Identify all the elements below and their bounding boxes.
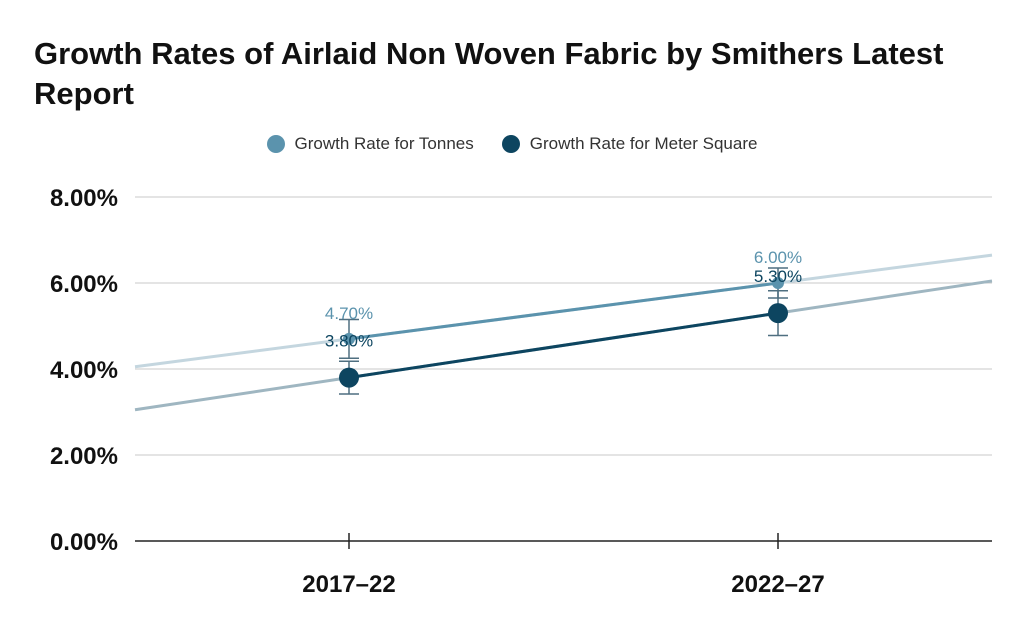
legend: Growth Rate for Tonnes Growth Rate for M… xyxy=(0,134,1024,154)
chart-title: Growth Rates of Airlaid Non Woven Fabric… xyxy=(34,36,944,111)
y-tick-label: 4.00% xyxy=(50,357,118,384)
legend-item-meter-square[interactable]: Growth Rate for Meter Square xyxy=(501,134,758,154)
data-label: 5.30% xyxy=(754,267,802,286)
legend-swatch-meter-square xyxy=(501,135,520,153)
y-tick-label: 0.00% xyxy=(50,529,118,556)
data-point xyxy=(768,303,788,324)
y-tick-label: 8.00% xyxy=(50,185,118,212)
data-point xyxy=(343,332,355,345)
series-line-1 xyxy=(348,311,779,380)
data-label: 4.70% xyxy=(325,304,373,323)
data-point xyxy=(772,277,784,289)
series-line-0 xyxy=(348,281,779,341)
legend-item-tonnes[interactable]: Growth Rate for Tonnes xyxy=(266,134,474,154)
x-tick-label: 2017–22 xyxy=(302,571,395,598)
data-point xyxy=(339,367,359,388)
legend-swatch-tonnes xyxy=(266,135,285,153)
x-tick-label: 2022–27 xyxy=(731,571,824,598)
data-label: 6.00% xyxy=(754,248,802,267)
y-tick-label: 6.00% xyxy=(50,271,118,298)
legend-label-tonnes: Growth Rate for Tonnes xyxy=(294,134,474,153)
y-tick-label: 2.00% xyxy=(50,443,118,470)
data-label: 3.80% xyxy=(325,332,373,351)
legend-label-meter-square: Growth Rate for Meter Square xyxy=(529,134,758,153)
